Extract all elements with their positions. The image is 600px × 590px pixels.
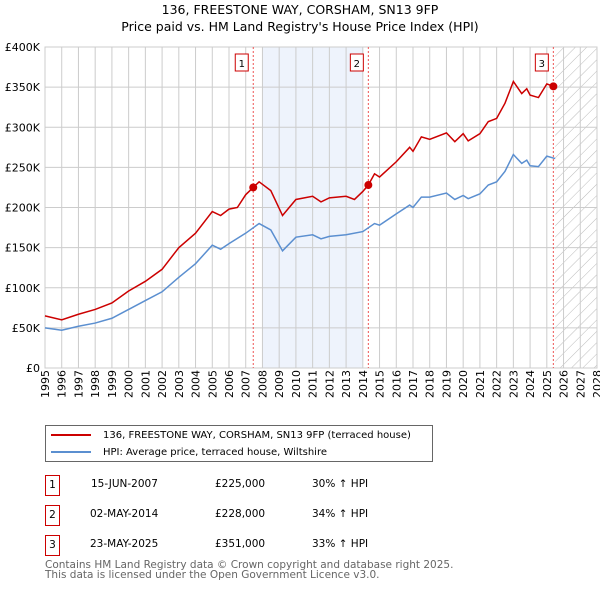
- series-line: [44, 153, 556, 332]
- x-tick-label: 1999: [106, 370, 119, 398]
- x-tick-label: 1997: [72, 370, 85, 398]
- x-tick-label: 2028: [591, 370, 600, 398]
- sale-hpi: 30% ↑ HPI: [312, 478, 369, 490]
- x-tick-label: 1995: [39, 370, 52, 398]
- x-tick-label: 2015: [374, 370, 387, 398]
- sale-point: [364, 181, 373, 190]
- x-tick-label: 2024: [524, 370, 537, 398]
- y-tick-label: £100K: [5, 282, 41, 295]
- legend: 136, FREESTONE WAY, CORSHAM, SN13 9FP (t…: [45, 425, 433, 462]
- sale-label-box: [234, 53, 249, 72]
- x-tick-label: 2000: [123, 370, 136, 398]
- x-tick-label: 2019: [440, 370, 453, 398]
- x-tick-label: 2004: [190, 370, 203, 398]
- sale-label-box: [534, 53, 549, 72]
- sale-price: £228,000: [215, 508, 266, 520]
- y-tick-label: £0: [26, 362, 40, 375]
- legend-item-property: 136, FREESTONE WAY, CORSHAM, SN13 9FP (t…: [46, 427, 411, 443]
- legend-item-hpi: HPI: Average price, terraced house, Wilt…: [46, 444, 327, 460]
- x-tick-label: 2014: [357, 370, 370, 398]
- footer: Contains HM Land Registry data © Crown c…: [45, 559, 454, 581]
- sale-hpi: 33% ↑ HPI: [312, 538, 369, 550]
- sale-label-box: [349, 53, 364, 72]
- x-tick-label: 2008: [256, 370, 269, 398]
- y-tick-label: £200K: [5, 202, 41, 215]
- x-tick-label: 2027: [574, 370, 587, 398]
- x-tick-label: 2003: [173, 370, 186, 398]
- x-tick-label: 2012: [323, 370, 336, 398]
- sale-label: 1: [239, 59, 245, 70]
- sale-number: 3: [45, 535, 60, 556]
- chart-title: 136, FREESTONE WAY, CORSHAM, SN13 9FP: [161, 2, 439, 17]
- footer-licence: This data is licensed under the Open Gov…: [45, 569, 380, 581]
- legend-swatch-red: [51, 434, 91, 436]
- sale-date: 02-MAY-2014: [90, 508, 159, 520]
- sale-number: 2: [45, 505, 60, 526]
- x-tick-label: 2013: [340, 370, 353, 398]
- legend-swatch-blue: [51, 451, 91, 453]
- x-tick-label: 2011: [307, 370, 320, 398]
- x-tick-label: 2017: [407, 370, 420, 398]
- sale-number: 1: [45, 475, 60, 496]
- price-chart: 1995 1996 1997 1998 1999 2000 2001 2002 2003 2004…: [5, 41, 600, 398]
- series-line: [44, 79, 556, 321]
- sale-date: 23-MAY-2025: [90, 538, 159, 550]
- sale-label: 2: [354, 59, 360, 70]
- x-tick-label: 2016: [390, 370, 403, 398]
- x-tick-label: 2009: [273, 370, 286, 398]
- x-tick-label: 2025: [541, 370, 554, 398]
- x-tick-label: 2026: [558, 370, 571, 398]
- sale-label: 3: [539, 59, 545, 70]
- sale-price: £351,000: [215, 538, 266, 550]
- legend-label-property: 136, FREESTONE WAY, CORSHAM, SN13 9FP (t…: [103, 429, 411, 441]
- x-tick-label: 2022: [491, 370, 504, 398]
- sale-price: £225,000: [215, 478, 266, 490]
- x-tick-label: 1998: [89, 370, 102, 398]
- chart-subtitle: Price paid vs. HM Land Registry's House …: [121, 19, 479, 34]
- y-tick-label: £150K: [5, 242, 41, 255]
- x-tick-label: 2006: [223, 370, 236, 398]
- x-tick-label: 2018: [424, 370, 437, 398]
- x-tick-label: 2001: [139, 370, 152, 398]
- y-tick-label: £400K: [5, 41, 41, 54]
- x-tick-label: 2007: [240, 370, 253, 398]
- x-tick-label: 2005: [206, 370, 219, 398]
- sale-point: [249, 183, 258, 192]
- x-tick-label: 2002: [156, 370, 169, 398]
- x-tick-label: 2021: [474, 370, 487, 398]
- sale-hpi: 34% ↑ HPI: [312, 508, 369, 520]
- y-tick-label: £50K: [12, 322, 41, 335]
- y-tick-label: £350K: [5, 81, 41, 94]
- x-tick-label: 2023: [507, 370, 520, 398]
- sale-date: 15-JUN-2007: [91, 478, 158, 490]
- x-tick-label: 1996: [56, 370, 69, 398]
- footer-copyright: Contains HM Land Registry data © Crown c…: [45, 559, 454, 571]
- x-tick-label: 2020: [457, 370, 470, 398]
- y-tick-label: £300K: [5, 121, 41, 134]
- y-tick-label: £250K: [5, 161, 41, 174]
- plot-frame: [44, 46, 598, 369]
- legend-label-hpi: HPI: Average price, terraced house, Wilt…: [103, 446, 327, 458]
- sale-point: [549, 82, 558, 91]
- x-tick-label: 2010: [290, 370, 303, 398]
